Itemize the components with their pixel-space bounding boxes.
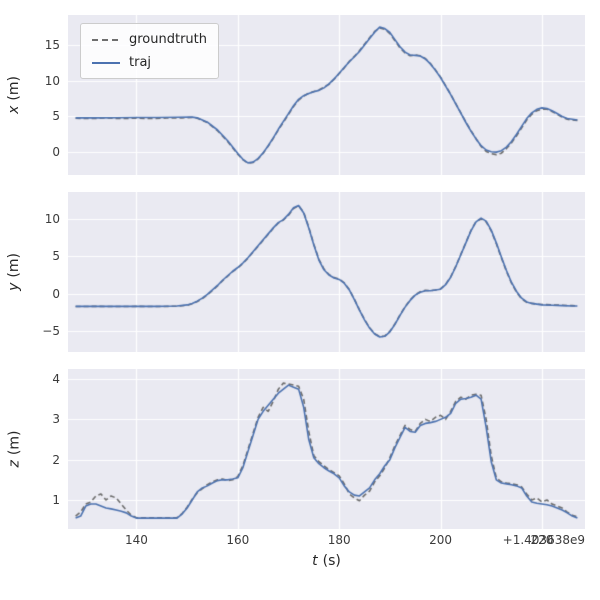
x-axis-offset-text: +1.403638e9 <box>502 533 585 547</box>
legend-label-groundtruth: groundtruth <box>129 32 208 47</box>
y-tick-label: 2 <box>52 452 60 467</box>
x-tick-labels: 140 160 180 200 220 <box>68 533 585 549</box>
x-tick-label: 140 <box>124 533 148 547</box>
plot-area-y <box>68 192 585 352</box>
y-axis-label-z: z (m) <box>2 369 26 529</box>
x-tick-label: 160 <box>226 533 250 547</box>
x-axis-label-var: t <box>312 553 318 569</box>
x-tick-label: 180 <box>327 533 351 547</box>
y-tick-label: 3 <box>52 412 60 427</box>
y-tick-label: 4 <box>52 372 60 387</box>
x-tick-label: 220 <box>530 533 554 547</box>
y-tick-label: 5 <box>52 109 60 124</box>
traj-line-sample <box>92 61 120 64</box>
y-axis-label-y-var: y <box>6 282 23 291</box>
legend: groundtruth traj <box>80 23 220 79</box>
y-axis-label-y: y (m) <box>2 192 26 352</box>
plot-area-z <box>68 369 585 529</box>
y-axis-label-z-unit: (m) <box>6 430 23 456</box>
y-axis-label-x-unit: (m) <box>6 76 23 101</box>
legend-label-traj: traj <box>129 55 152 70</box>
y-axis-label-y-unit: (m) <box>6 253 23 278</box>
y-axis-label-x: x (m) <box>2 15 26 175</box>
subplot-z: 1 2 3 4 z (m) <box>6 369 585 529</box>
x-tick-label: 200 <box>429 533 452 547</box>
subplot-x: 0 5 10 15 x (m) groundtruth traj <box>6 15 585 175</box>
legend-item-traj: traj <box>92 55 207 70</box>
y-tick-label: 15 <box>44 38 60 52</box>
y-tick-label: 1 <box>52 492 60 507</box>
y-axis-label-z-var: z <box>6 460 23 468</box>
groundtruth-line-sample <box>92 38 120 41</box>
y-tick-label: −5 <box>42 324 60 339</box>
y-tick-label: 0 <box>52 145 60 160</box>
y-tick-label: 10 <box>44 73 60 88</box>
subplot-y: −5 0 5 10 y (m) <box>6 192 585 352</box>
y-tick-label: 10 <box>44 211 60 226</box>
legend-item-groundtruth: groundtruth <box>92 32 207 47</box>
y-tick-label: 0 <box>52 286 60 301</box>
x-axis-label-unit: (s) <box>322 553 341 569</box>
x-axis-label: t (s) <box>68 553 585 569</box>
y-tick-label: 5 <box>52 249 60 264</box>
y-axis-label-x-var: x <box>6 105 23 114</box>
